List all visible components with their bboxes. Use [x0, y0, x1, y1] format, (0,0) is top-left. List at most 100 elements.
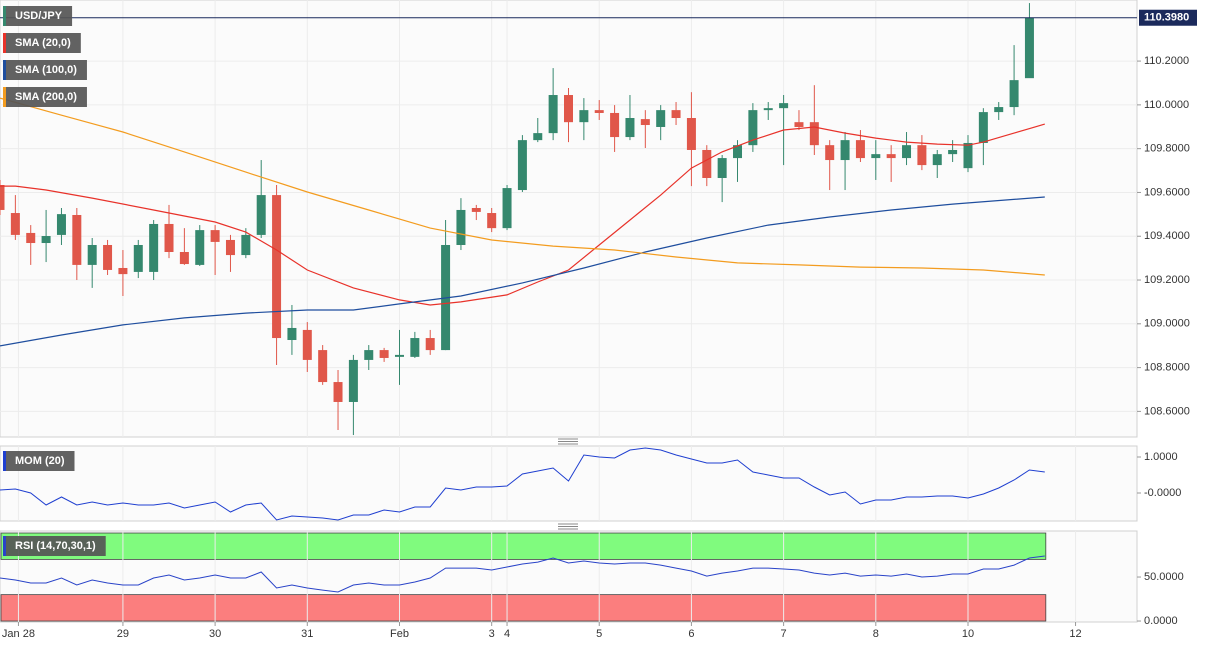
- candle-body: [502, 188, 512, 229]
- candle-body: [379, 350, 389, 358]
- y-tick-label: 110.0000: [1144, 99, 1189, 111]
- sma-line: [0, 97, 1045, 276]
- plot-area: [0, 446, 1077, 521]
- candle-body: [656, 110, 666, 127]
- legend-label: MOM (20): [15, 455, 65, 467]
- candle-body: [272, 195, 282, 339]
- y-tick-label: 0.0000: [1144, 615, 1178, 627]
- candle-body: [256, 195, 266, 235]
- legend-label: SMA (200,0): [15, 91, 77, 103]
- candle-body: [348, 359, 358, 402]
- candle-body: [302, 329, 312, 360]
- indicator-line: [0, 555, 1045, 593]
- candle-body: [394, 354, 404, 357]
- legend-label: SMA (100,0): [15, 64, 77, 76]
- candle-body: [56, 214, 66, 235]
- legend-swatch: [3, 6, 6, 26]
- candle-body: [195, 230, 205, 265]
- x-tick-label: 8: [873, 628, 879, 640]
- panel-grip[interactable]: [558, 523, 578, 530]
- candle-body: [287, 327, 297, 341]
- y-tick-label: -0.0000: [1144, 487, 1181, 499]
- candle-body: [978, 112, 988, 143]
- legend-swatch: [3, 33, 6, 53]
- candle-body: [594, 110, 604, 113]
- y-tick-label: 1.0000: [1144, 451, 1178, 463]
- candle-body: [179, 251, 189, 265]
- x-tick-label: 30: [209, 628, 221, 640]
- candle-body: [533, 133, 543, 141]
- candle-body: [26, 232, 36, 244]
- x-tick-label: 7: [781, 628, 787, 640]
- candle-body: [210, 230, 220, 242]
- candle-body: [1009, 80, 1019, 108]
- candle-body: [825, 145, 835, 161]
- sma-line: [0, 196, 1045, 347]
- panel-grip[interactable]: [558, 438, 578, 445]
- candle-body: [579, 110, 589, 123]
- candle-body: [610, 112, 620, 138]
- candle-body: [456, 209, 466, 245]
- x-tick-label: 12: [1069, 628, 1081, 640]
- legend-label: RSI (14,70,30,1): [15, 540, 96, 552]
- candle-body: [702, 149, 712, 178]
- x-tick-label: 4: [504, 628, 510, 640]
- candle-body: [517, 140, 527, 191]
- legend-box: [3, 60, 87, 80]
- x-tick-label: Feb: [390, 628, 409, 640]
- candle-body: [640, 119, 650, 126]
- candle-body: [564, 95, 573, 123]
- y-tick-label: 108.6000: [1144, 405, 1190, 417]
- candle-body: [917, 145, 927, 166]
- candle-body: [410, 338, 420, 357]
- candle-body: [133, 244, 143, 272]
- plot-area: [0, 531, 1077, 622]
- legend-entry: MOM (20): [3, 451, 75, 471]
- x-tick-label: Jan 28: [2, 628, 35, 640]
- x-tick-label: 31: [301, 628, 313, 640]
- legend-swatch: [3, 536, 6, 556]
- legend-swatch: [3, 87, 6, 107]
- y-tick-label: 109.8000: [1144, 143, 1190, 155]
- x-tick-label: 10: [962, 628, 974, 640]
- legend-entry: SMA (20,0): [3, 33, 81, 53]
- candle-body: [625, 118, 635, 138]
- candle-body: [748, 110, 758, 146]
- x-tick-label: 6: [688, 628, 694, 640]
- candle-body: [763, 108, 773, 111]
- candle-body: [72, 214, 82, 265]
- legend-box: [3, 33, 81, 53]
- y-tick-label: 110.2000: [1144, 55, 1189, 67]
- candle-body: [487, 213, 497, 229]
- candle-body: [932, 154, 942, 166]
- candle-body: [149, 223, 159, 272]
- legend-swatch: [3, 60, 6, 80]
- y-tick-label: 50.0000: [1144, 571, 1184, 583]
- sma-line: [0, 123, 1045, 306]
- candle-body: [902, 145, 912, 159]
- candle-body: [333, 382, 343, 402]
- last-price-box: [1139, 9, 1197, 26]
- candle-body: [963, 142, 973, 169]
- plot-area: [0, 0, 1137, 437]
- candle-body: [471, 207, 481, 212]
- legend-entry: USD/JPY: [3, 6, 73, 26]
- candle-body: [1024, 17, 1034, 79]
- candle-body: [686, 118, 696, 150]
- candle-body: [809, 122, 819, 146]
- y-tick-label: 109.0000: [1144, 318, 1190, 330]
- band: [0, 532, 1047, 560]
- candle-body: [0, 185, 5, 210]
- candle-body: [10, 213, 20, 235]
- y-tick-label: 109.4000: [1144, 230, 1190, 242]
- candle-body: [871, 154, 881, 159]
- candle-body: [164, 223, 174, 252]
- legend-entry: SMA (200,0): [3, 87, 87, 107]
- legend-label: USD/JPY: [15, 10, 63, 22]
- last-price-label: 110.3980: [1144, 12, 1189, 24]
- candle-body: [886, 154, 896, 159]
- x-tick-label: 29: [117, 628, 129, 640]
- y-tick-label: 108.8000: [1144, 362, 1190, 374]
- main-panel: [0, 0, 1138, 438]
